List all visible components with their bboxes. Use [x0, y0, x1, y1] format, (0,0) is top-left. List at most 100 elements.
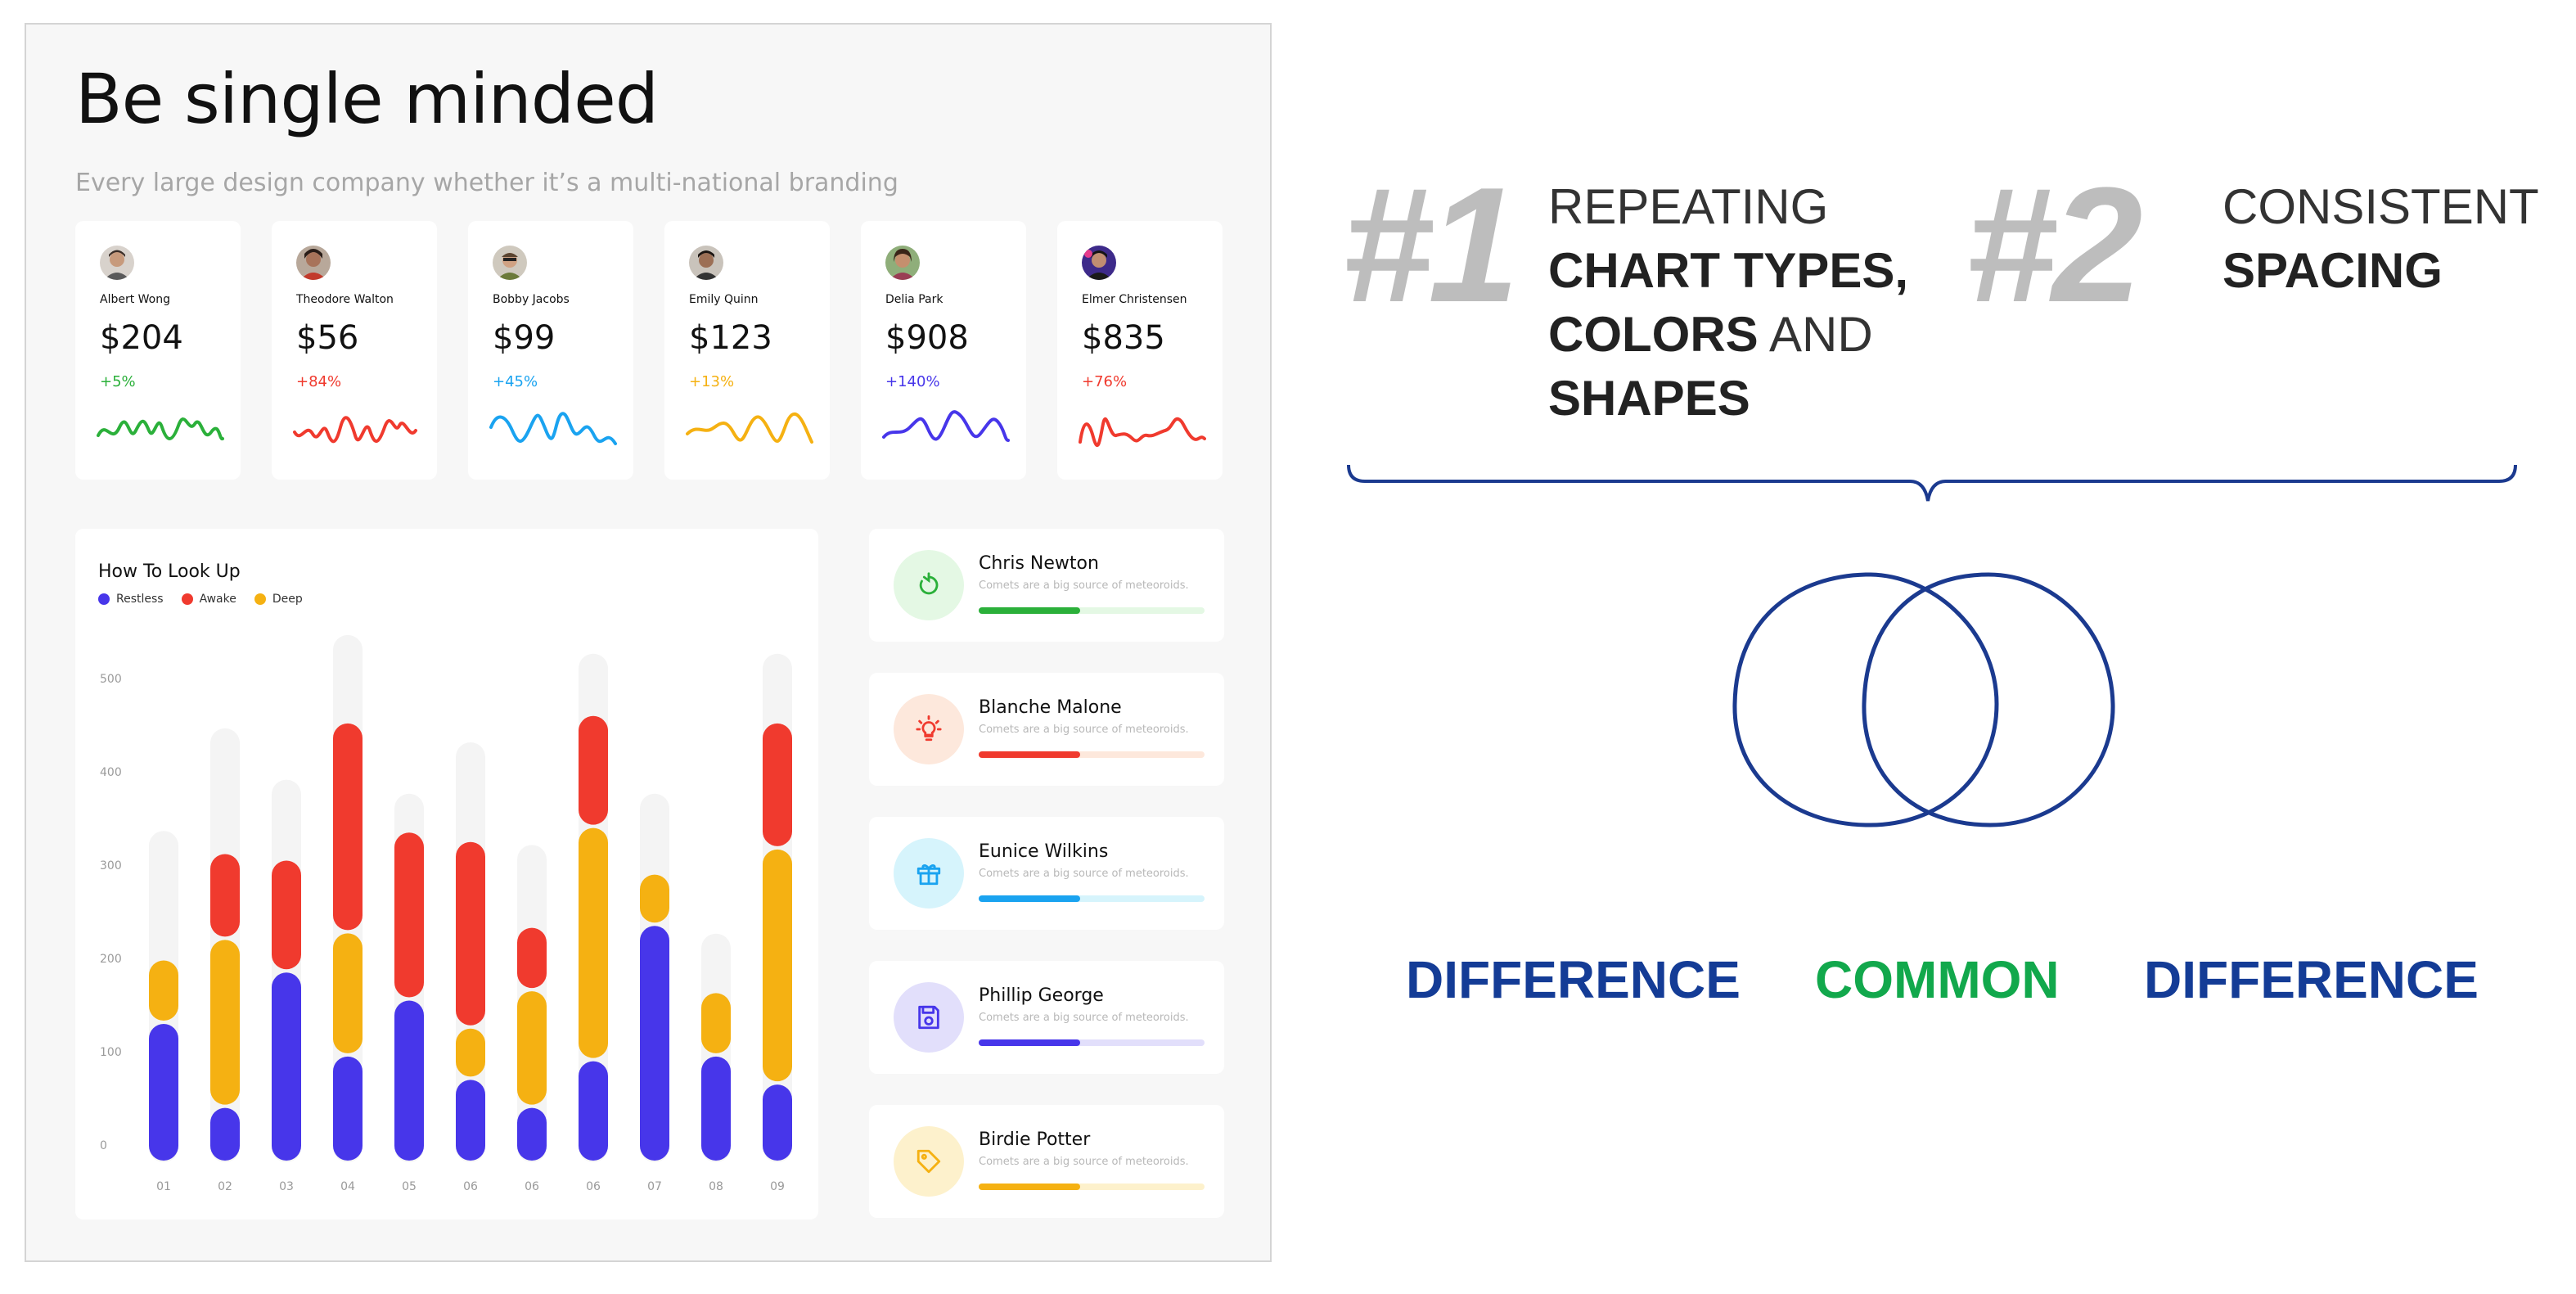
point-1-text: REPEATING CHART TYPES, COLORS AND SHAPES — [1548, 175, 1908, 431]
legend-label: Awake — [199, 593, 236, 606]
avatar — [493, 246, 527, 280]
point-1-and: AND — [1758, 307, 1873, 362]
person-card[interactable]: Chris Newton Comets are a big source of … — [869, 529, 1224, 642]
card-name: Bobby Jacobs — [493, 293, 570, 306]
progress-bar — [979, 895, 1205, 902]
sparkline — [1079, 417, 1206, 447]
bar-segment-restless — [640, 926, 669, 1161]
bar-segment-restless — [579, 1061, 608, 1161]
stat-card[interactable]: Theodore Walton $56 +84% — [272, 221, 437, 480]
bar-segment-deep — [333, 933, 363, 1053]
chart-title: How To Look Up — [98, 561, 241, 582]
bar-segment-restless — [763, 1084, 792, 1161]
venn-label-left: DIFFERENCE — [1406, 950, 1741, 1009]
y-tick-label: 200 — [100, 953, 122, 966]
person-desc: Comets are a big source of meteoroids. — [979, 724, 1189, 736]
person-card[interactable]: Phillip George Comets are a big source o… — [869, 961, 1224, 1074]
venn-label-right: DIFFERENCE — [2144, 950, 2479, 1009]
progress-bar — [979, 1184, 1205, 1190]
stat-card[interactable]: Delia Park $908 +140% — [861, 221, 1026, 480]
x-tick-label: 06 — [586, 1180, 601, 1193]
bar-segment-awake — [333, 723, 363, 931]
legend-dot-icon — [181, 593, 193, 605]
x-tick-label: 06 — [463, 1180, 478, 1193]
sparkline — [293, 416, 417, 444]
legend-dot-icon — [98, 593, 110, 605]
bar-segment-awake — [763, 723, 792, 846]
avatar — [100, 246, 134, 280]
avatar — [296, 246, 331, 280]
progress-fill — [979, 751, 1081, 758]
stat-card[interactable]: Elmer Christensen $835 +76% — [1057, 221, 1223, 480]
x-tick-label: 03 — [279, 1180, 294, 1193]
legend-item-restless[interactable]: Restless — [98, 593, 164, 606]
person-desc: Comets are a big source of meteoroids. — [979, 1156, 1189, 1168]
person-name: Birdie Potter — [979, 1129, 1091, 1150]
card-change: +84% — [296, 373, 342, 390]
bar-segment-restless — [394, 1000, 424, 1161]
chart-legend: Restless Awake Deep — [98, 593, 303, 606]
bar-segment-restless — [517, 1107, 547, 1161]
venn-label-middle: COMMON — [1815, 950, 2060, 1009]
card-value: $56 — [296, 319, 359, 357]
stat-card[interactable]: Bobby Jacobs $99 +45% — [468, 221, 633, 480]
progress-fill — [979, 895, 1081, 902]
bar-segment-restless — [149, 1024, 178, 1161]
card-change: +5% — [100, 373, 136, 390]
sparkline — [489, 412, 617, 445]
venn-diagram — [1732, 572, 2115, 827]
tag-icon — [894, 1126, 964, 1197]
bar-segment-restless — [210, 1107, 240, 1161]
x-tick-label: 05 — [402, 1180, 417, 1193]
bar-segment-restless — [701, 1056, 731, 1161]
card-change: +76% — [1082, 373, 1128, 390]
legend-item-awake[interactable]: Awake — [181, 593, 236, 606]
x-tick-label: 02 — [218, 1180, 232, 1193]
lightbulb-icon — [894, 694, 964, 764]
y-tick-label: 500 — [100, 673, 122, 686]
y-tick-label: 100 — [100, 1046, 122, 1059]
point-2-text: CONSISTENT SPACING — [2222, 175, 2539, 303]
legend-item-deep[interactable]: Deep — [254, 593, 303, 606]
bar-segment-awake — [579, 715, 608, 825]
person-card[interactable]: Eunice Wilkins Comets are a big source o… — [869, 817, 1224, 930]
point-1-line: CHART TYPES, — [1548, 243, 1909, 298]
person-name: Chris Newton — [979, 553, 1099, 574]
sparkline — [97, 417, 224, 441]
save-icon — [894, 982, 964, 1053]
bar-segment-restless — [456, 1080, 485, 1161]
curly-brace — [1347, 464, 2517, 502]
person-name: Phillip George — [979, 985, 1104, 1006]
point-number-2: #2 — [1966, 154, 2142, 336]
point-number-1: #1 — [1342, 154, 1519, 336]
bar-segment-deep — [210, 940, 240, 1105]
bar-segment-awake — [272, 860, 301, 970]
bar-chart: 0 100 200 300 400 500 01 02 03 04 05 06 06 06 07 08 09 — [100, 634, 792, 1193]
stat-card[interactable]: Emily Quinn $123 +13% — [664, 221, 830, 480]
page-title: Be single minded — [75, 59, 659, 139]
point-1-line: COLORS AND — [1548, 303, 1908, 367]
stat-card[interactable]: Albert Wong $204 +5% — [75, 221, 241, 480]
bar-segment-deep — [763, 849, 792, 1082]
legend-label: Restless — [116, 593, 164, 606]
bar-segment-deep — [456, 1028, 485, 1077]
card-change: +45% — [493, 373, 538, 390]
card-value: $123 — [689, 319, 772, 357]
bar-segment-awake — [394, 832, 424, 998]
point-2-line: CONSISTENT — [2222, 179, 2539, 234]
bar-segment-awake — [210, 854, 240, 937]
card-value: $204 — [100, 319, 183, 357]
card-name: Theodore Walton — [296, 293, 394, 306]
person-card[interactable]: Birdie Potter Comets are a big source of… — [869, 1105, 1224, 1218]
avatar — [689, 246, 723, 280]
bar-segment-deep — [517, 991, 547, 1105]
page-subtitle: Every large design company whether it’s … — [75, 169, 898, 197]
bar-segment-restless — [272, 972, 301, 1161]
person-card[interactable]: Blanche Malone Comets are a big source o… — [869, 673, 1224, 786]
y-tick-label: 400 — [100, 766, 122, 779]
point-1-colors: COLORS — [1548, 307, 1759, 362]
card-value: $908 — [885, 319, 969, 357]
person-name: Eunice Wilkins — [979, 841, 1109, 862]
bar-segment-deep — [149, 960, 178, 1021]
card-name: Delia Park — [885, 293, 943, 306]
